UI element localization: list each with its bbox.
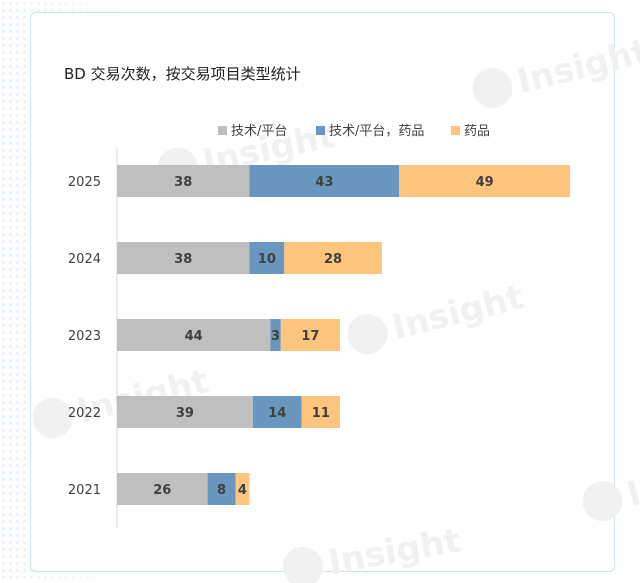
data-labels: 38 43 49 38 10 28 44 3 17 39 14 11 26 8 4 [153, 175, 493, 498]
chart-title: BD 交易次数，按交易项目类型统计 [64, 65, 301, 83]
category-label-2023: 2023 [68, 329, 101, 344]
watermark-0: Insight [472, 31, 640, 109]
watermark-text: Insight [513, 31, 640, 102]
data-label-2025-series-0: 38 [174, 175, 192, 190]
data-label-2022-series-0: 39 [176, 406, 194, 421]
data-label-2023-series-2: 17 [301, 329, 319, 344]
watermark-4: Insight [282, 520, 464, 583]
legend-item-0: 技术/平台 [218, 124, 287, 139]
bar-2022-series-0 [117, 396, 253, 428]
legend-item-2: 药品 [451, 124, 490, 139]
data-label-2021-series-1: 8 [217, 483, 226, 498]
bar-2025-series-2 [399, 165, 570, 197]
bar-2022-series-1 [252, 396, 302, 428]
data-label-2024-series-2: 28 [324, 252, 342, 267]
category-label-2024: 2024 [68, 252, 101, 267]
bar-2022-series-2 [301, 396, 341, 428]
watermark-logo-icon [347, 314, 388, 355]
legend-label: 技术/平台 [231, 124, 287, 139]
watermark-text: Insight [388, 277, 527, 348]
data-label-2025-series-2: 49 [476, 175, 494, 190]
bar-2023-series-1 [270, 319, 281, 351]
data-label-2025-series-1: 43 [315, 175, 333, 190]
legend-item-1: 技术/平台，药品 [316, 124, 424, 139]
bar-2024-series-1 [249, 242, 285, 274]
bar-2021-series-2 [235, 473, 250, 505]
data-label-2023-series-0: 44 [185, 329, 203, 344]
legend-label: 药品 [464, 124, 490, 139]
data-label-2021-series-2: 4 [238, 483, 247, 498]
data-label-2022-series-1: 14 [268, 406, 286, 421]
legend-swatch [218, 126, 227, 135]
legend-label: 技术/平台，药品 [329, 124, 424, 139]
category-labels: 2025 2024 2023 2022 2021 [68, 175, 101, 498]
data-label-2022-series-2: 11 [312, 406, 330, 421]
data-label-2024-series-1: 10 [258, 252, 276, 267]
bar-2021-series-1 [207, 473, 236, 505]
bars [117, 165, 570, 505]
legend: 技术/平台 技术/平台，药品 药品 [218, 124, 490, 139]
category-label-2022: 2022 [68, 406, 101, 421]
watermark-2: Insight [347, 277, 527, 355]
bar-2024-series-2 [284, 242, 382, 274]
watermark-5: Insight [582, 444, 640, 522]
bar-2025-series-1 [249, 165, 400, 197]
bar-2023-series-0 [117, 319, 271, 351]
watermark-text: Insight [623, 444, 640, 515]
watermark-logo-icon [582, 481, 623, 522]
watermark-logo-icon [32, 398, 73, 439]
bar-2024-series-0 [117, 242, 250, 274]
category-label-2021: 2021 [68, 483, 101, 498]
watermark-logo-icon [472, 68, 513, 109]
watermark-logo-icon [282, 546, 323, 583]
bar-2023-series-2 [280, 319, 341, 351]
watermark-text: Insight [325, 520, 463, 583]
data-label-2021-series-0: 26 [153, 483, 171, 498]
data-label-2023-series-1: 3 [271, 329, 280, 344]
bar-2021-series-0 [117, 473, 208, 505]
legend-swatch [451, 126, 460, 135]
bar-2025-series-0 [117, 165, 250, 197]
category-label-2025: 2025 [68, 175, 101, 190]
data-label-2024-series-0: 38 [174, 252, 192, 267]
legend-swatch [316, 126, 325, 135]
